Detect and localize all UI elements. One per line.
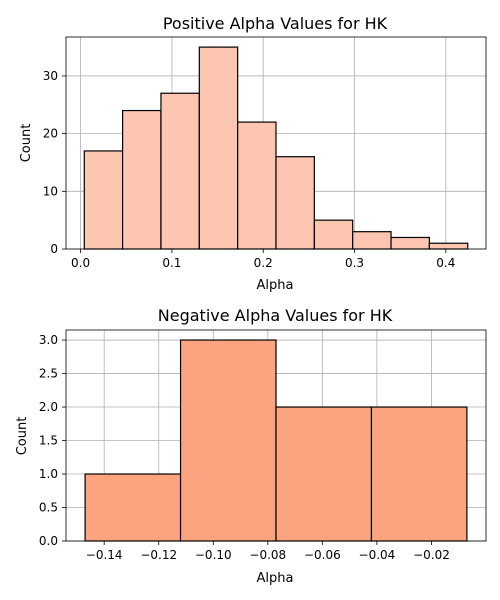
histogram-bar [237, 121, 277, 250]
x-tick-label: 0.2 [254, 256, 273, 270]
x-axis-label: Alpha [257, 571, 294, 586]
x-tick-label: −0.04 [359, 548, 396, 562]
histogram-bar [179, 339, 277, 542]
y-tick-label: 1.0 [39, 467, 58, 481]
histogram-bar [275, 156, 315, 250]
chart-title: Positive Alpha Values for HK [163, 14, 388, 33]
x-axis-label: Alpha [257, 278, 294, 293]
x-tick-label: −0.08 [249, 548, 286, 562]
x-tick-label: −0.06 [304, 548, 341, 562]
histogram-bar [275, 406, 373, 542]
y-axis-label: Count [19, 124, 34, 163]
y-tick-label: 2.0 [39, 400, 58, 414]
histogram-bar [198, 46, 239, 250]
y-tick-label: 0.5 [39, 501, 58, 515]
x-tick-label: −0.10 [195, 548, 232, 562]
negative-alpha-histogram: Negative Alpha Values for HK Alpha Count… [15, 306, 487, 586]
y-axis-label: Count [15, 417, 30, 456]
y-tick-label: 0 [50, 242, 58, 256]
bars [84, 339, 468, 542]
x-tick-label: 0.4 [436, 256, 455, 270]
histogram-bar [352, 231, 392, 250]
x-tick-label: −0.14 [86, 548, 123, 562]
y-tick-label: 2.5 [39, 367, 58, 381]
y-tick-label: 1.5 [39, 434, 58, 448]
x-tick-label: −0.02 [413, 548, 450, 562]
axes-frame [65, 36, 487, 250]
histogram-bar [83, 150, 124, 250]
histogram-bar [370, 406, 468, 542]
axes-frame [65, 329, 487, 542]
histogram-bar [428, 242, 469, 250]
x-tick-label: 0.1 [162, 256, 181, 270]
y-tick-label: 20 [43, 127, 58, 141]
y-tick-label: 0.0 [39, 534, 58, 548]
chart-title: Negative Alpha Values for HK [158, 306, 393, 325]
x-tick-label: −0.12 [140, 548, 177, 562]
histogram-bar [390, 236, 430, 250]
x-tick-label: 0.0 [71, 256, 90, 270]
y-tick-label: 30 [43, 69, 58, 83]
histogram-bar [313, 219, 354, 250]
x-tick-label: 0.3 [345, 256, 364, 270]
histogram-bar [160, 92, 200, 250]
positive-alpha-histogram: Positive Alpha Values for HK Alpha Count… [19, 14, 487, 293]
y-tick-label: 3.0 [39, 333, 58, 347]
histogram-bar [84, 473, 182, 542]
bars [83, 46, 469, 250]
y-tick-label: 10 [43, 184, 58, 198]
histogram-bar [122, 109, 162, 250]
